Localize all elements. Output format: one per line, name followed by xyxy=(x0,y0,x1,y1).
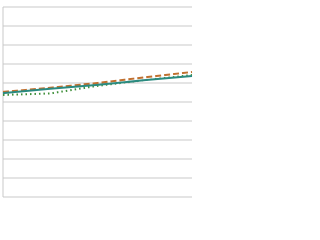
series-line xyxy=(2,74,193,95)
chart xyxy=(2,6,193,198)
series-line xyxy=(2,70,193,93)
